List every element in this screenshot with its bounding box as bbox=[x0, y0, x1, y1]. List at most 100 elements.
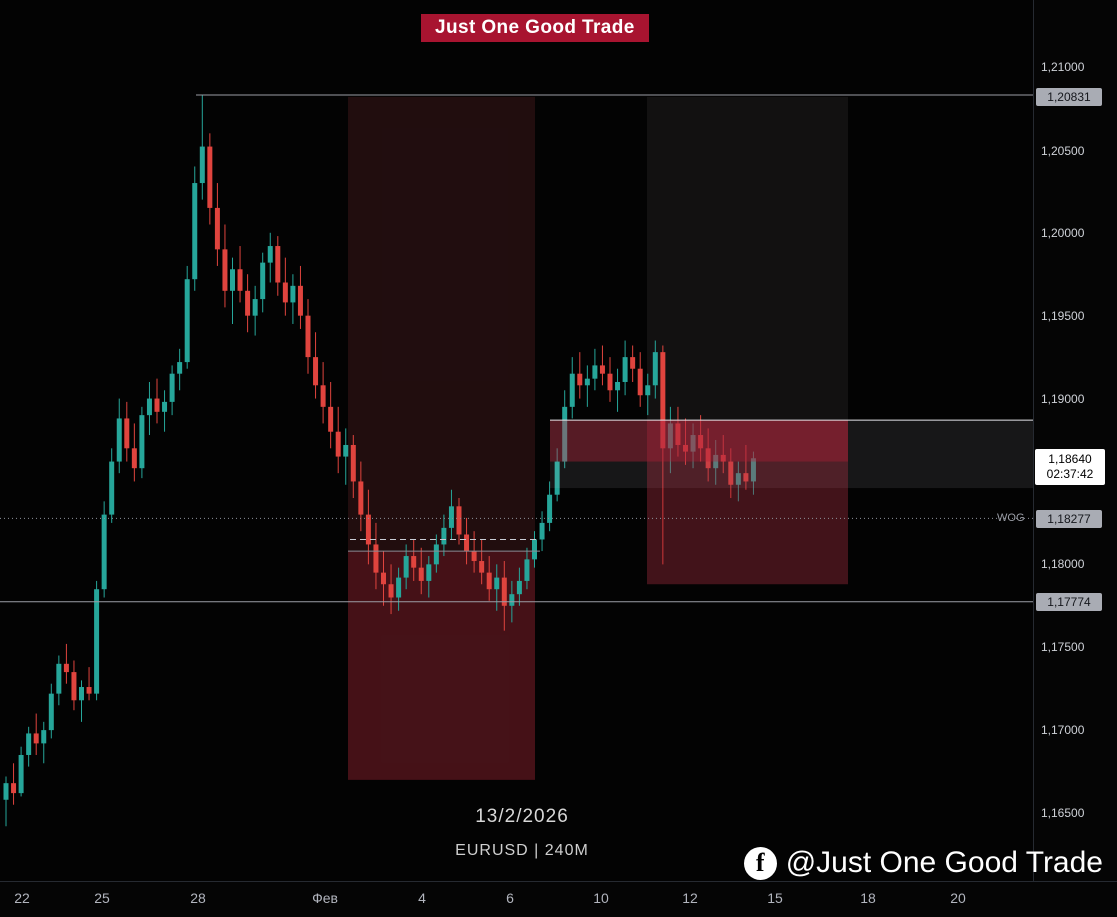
candle-body bbox=[11, 783, 17, 794]
candle-body bbox=[584, 378, 590, 386]
candle-body bbox=[177, 362, 183, 374]
chart-date-label: 13/2/2026 bbox=[475, 806, 569, 827]
candle-body bbox=[683, 444, 688, 452]
candle-body bbox=[645, 385, 651, 396]
candle-body bbox=[547, 494, 553, 523]
candle-body bbox=[109, 461, 115, 515]
candle-body bbox=[396, 577, 402, 598]
candle-body bbox=[373, 544, 379, 573]
watermark: f @Just One Good Trade bbox=[743, 846, 1103, 880]
candle-body bbox=[516, 580, 522, 595]
candle-body bbox=[599, 365, 605, 374]
bar-countdown: 02:37:42 bbox=[1046, 467, 1094, 481]
candle-body bbox=[652, 352, 658, 386]
candle-body bbox=[101, 514, 107, 590]
wog-line-label: WOG bbox=[997, 512, 1025, 524]
candle-body bbox=[79, 687, 84, 701]
candle-body bbox=[448, 506, 454, 528]
price-tick: 1,18000 bbox=[1041, 557, 1085, 571]
candle-body bbox=[18, 754, 24, 794]
symbol-timeframe-label: EURUSD | 240M bbox=[455, 842, 589, 859]
candle-body bbox=[690, 435, 696, 452]
candle-body bbox=[713, 454, 719, 469]
candle-body bbox=[192, 183, 198, 280]
price-tick: 1,17000 bbox=[1041, 723, 1085, 737]
price-axis[interactable]: 1,21000 1,20500 1,20000 1,19500 1,19000 1,180… bbox=[1033, 0, 1117, 881]
candle-body bbox=[486, 572, 492, 590]
time-tick: 18 bbox=[860, 890, 876, 906]
candle-body bbox=[245, 290, 251, 316]
candle-body bbox=[577, 373, 583, 386]
candle-body bbox=[464, 534, 470, 552]
time-tick: 12 bbox=[682, 890, 698, 906]
candle-body bbox=[86, 687, 92, 694]
candle-body bbox=[720, 454, 726, 462]
candle-body bbox=[267, 246, 273, 263]
time-tick: 28 bbox=[190, 890, 206, 906]
candle-body bbox=[282, 282, 288, 303]
candle-body bbox=[154, 398, 160, 412]
candle-body bbox=[260, 262, 266, 300]
price-level-badge: 1,20831 bbox=[1036, 88, 1102, 106]
price-tick: 1,17500 bbox=[1041, 640, 1085, 654]
candlestick-chart[interactable] bbox=[0, 0, 1033, 881]
price-level-badge: 1,17774 bbox=[1036, 593, 1102, 611]
candle-body bbox=[3, 783, 9, 800]
candle-body bbox=[539, 522, 545, 540]
candle-body bbox=[433, 544, 439, 565]
candle-body bbox=[509, 594, 515, 606]
candle-body bbox=[592, 365, 598, 379]
candle-body bbox=[124, 418, 130, 449]
candle-body bbox=[297, 285, 303, 316]
price-tick: 1,19500 bbox=[1041, 309, 1085, 323]
candle-body bbox=[735, 473, 741, 485]
time-tick: 15 bbox=[767, 890, 783, 906]
time-tick: 22 bbox=[14, 890, 30, 906]
supply-zone-red bbox=[550, 420, 848, 462]
candle-body bbox=[139, 415, 145, 469]
candle-body bbox=[162, 401, 168, 412]
right-session-box bbox=[647, 96, 848, 585]
candle-body bbox=[494, 577, 500, 590]
candle-body bbox=[426, 564, 432, 581]
candle-body bbox=[750, 458, 756, 482]
price-tick: 1,16500 bbox=[1041, 806, 1085, 820]
candle-body bbox=[388, 584, 394, 598]
candle-body bbox=[207, 146, 213, 208]
candle-body bbox=[365, 514, 371, 545]
time-tick: 20 bbox=[950, 890, 966, 906]
candle-body bbox=[705, 448, 711, 469]
price-tick: 1,19000 bbox=[1041, 392, 1085, 406]
candle-body bbox=[214, 207, 220, 250]
watermark-text: @Just One Good Trade bbox=[785, 846, 1103, 879]
time-axis[interactable]: 22 25 28 Фев 4 6 10 12 15 18 20 bbox=[0, 881, 1117, 917]
supply-zone-gray bbox=[550, 420, 1033, 489]
candle-body bbox=[71, 672, 77, 701]
right-red-box bbox=[647, 420, 848, 585]
candle-body bbox=[199, 146, 205, 184]
price-level-badge: 1,18277 bbox=[1036, 510, 1102, 528]
candle-body bbox=[569, 373, 575, 407]
time-tick: 4 bbox=[418, 890, 426, 906]
candle-body bbox=[403, 556, 409, 578]
time-tick: 10 bbox=[593, 890, 609, 906]
candle-body bbox=[532, 539, 537, 560]
candle-body bbox=[26, 733, 32, 755]
candle-body bbox=[479, 561, 485, 573]
candle-body bbox=[237, 269, 243, 291]
candle-body bbox=[358, 481, 364, 515]
candle-body bbox=[56, 663, 62, 694]
candle-body bbox=[501, 577, 507, 606]
candle-body bbox=[381, 572, 386, 585]
candle-body bbox=[290, 285, 296, 303]
candle-body bbox=[343, 444, 349, 457]
candle-body bbox=[554, 461, 560, 495]
candle-body bbox=[667, 423, 673, 449]
candle-body bbox=[350, 444, 356, 482]
candle-body bbox=[637, 368, 643, 396]
candle-body bbox=[335, 431, 341, 457]
candle-body bbox=[743, 473, 749, 482]
candle-body bbox=[320, 385, 326, 407]
candle-body bbox=[728, 461, 734, 485]
